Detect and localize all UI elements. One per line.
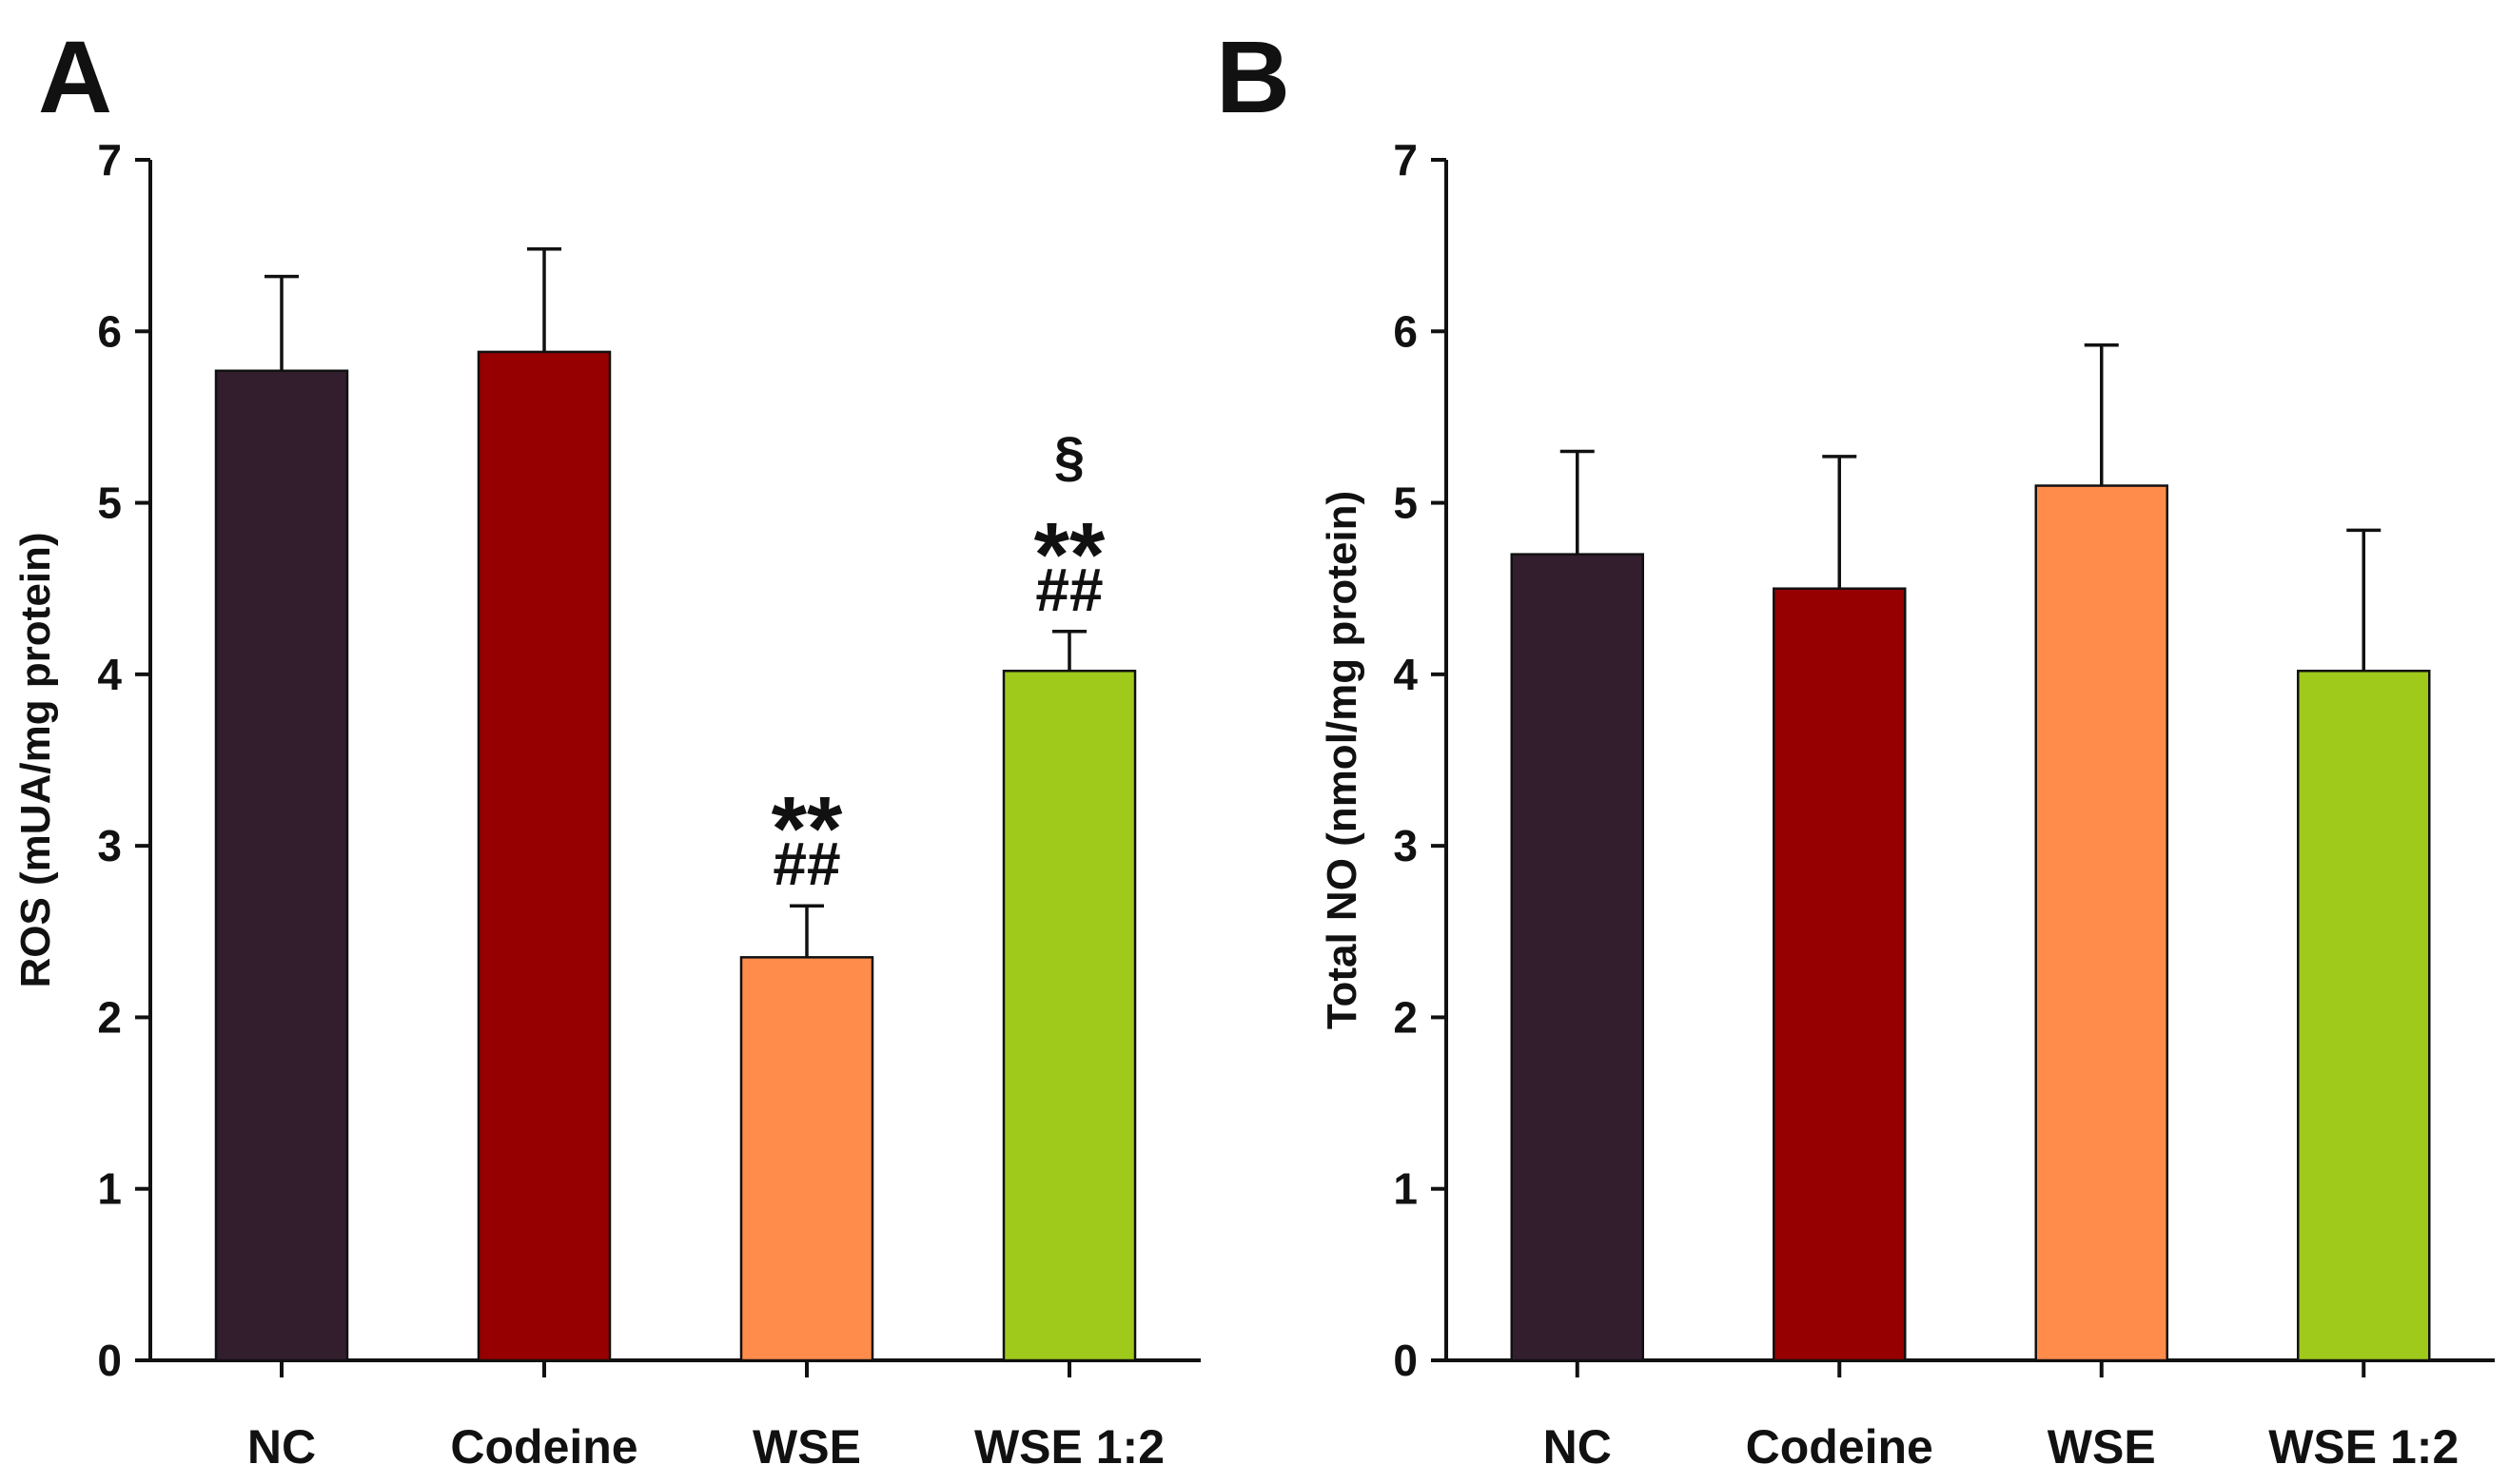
significance-mark-wse-1-2: §: [1054, 426, 1085, 488]
y-tick-label-2: 2: [97, 992, 122, 1042]
y-tick-label-5: 5: [97, 478, 122, 528]
y-tick-label-7: 7: [97, 135, 122, 185]
bar-nc: [214, 369, 349, 1362]
y-tick-label-1: 1: [1393, 1164, 1418, 1214]
significance-mark-wse-1-2: ##: [1035, 556, 1103, 624]
y-tick-label-0: 0: [1393, 1336, 1418, 1385]
significance-mark-wse-1-2: **: [1034, 504, 1106, 606]
y-tick-label-2: 2: [1393, 992, 1418, 1042]
bar-nc: [1510, 553, 1644, 1362]
bar-wse: [2034, 484, 2168, 1362]
x-tick-label-codeine: Codeine: [1746, 1420, 1933, 1474]
x-tick-label-wse: WSE: [753, 1420, 861, 1474]
panel-b-total-no-chart: B 0 1 2 3 4 5 6 7 Total NO (nmol/mg protein) NC Cod…: [1216, 19, 2495, 1474]
panel-letter: B: [1216, 19, 1290, 134]
x-tick-label-wse-1-2: WSE 1:2: [974, 1420, 1165, 1474]
bar-codeine: [477, 350, 612, 1362]
significance-mark-wse: ##: [773, 830, 840, 898]
y-tick-label-1: 1: [97, 1164, 122, 1214]
y-tick-label-4: 4: [97, 650, 122, 699]
x-tick-label-codeine: Codeine: [450, 1420, 637, 1474]
bar-wse: [739, 956, 874, 1362]
y-tick-label-3: 3: [1393, 821, 1418, 870]
y-tick-label-3: 3: [97, 821, 122, 870]
x-tick-label-nc: NC: [1543, 1420, 1612, 1474]
x-tick-label-wse: WSE: [2048, 1420, 2156, 1474]
significance-mark-wse: **: [772, 778, 843, 880]
y-tick-label-6: 6: [1393, 306, 1418, 356]
y-axis-title: ROS (mUA/mg protein): [12, 532, 59, 987]
y-tick-label-5: 5: [1393, 478, 1418, 528]
y-tick-label-4: 4: [1393, 650, 1418, 699]
y-tick-label-7: 7: [1393, 135, 1418, 185]
panel-a-ros-chart: A 0 1 2 3 4 5 6 7 ROS (mUA/mg protein) NC Codeine WS…: [12, 19, 1201, 1474]
bar-wse-1-2: [1002, 670, 1137, 1362]
bar-codeine: [1773, 587, 1907, 1362]
x-tick-label-nc: NC: [247, 1420, 316, 1474]
y-tick-label-6: 6: [97, 306, 122, 356]
bar-wse-1-2: [2297, 670, 2431, 1362]
y-tick-label-0: 0: [97, 1336, 122, 1385]
x-tick-label-wse-1-2: WSE 1:2: [2268, 1420, 2459, 1474]
y-axis-title: Total NO (nmol/mg protein): [1319, 491, 1365, 1029]
panel-letter: A: [38, 19, 112, 134]
